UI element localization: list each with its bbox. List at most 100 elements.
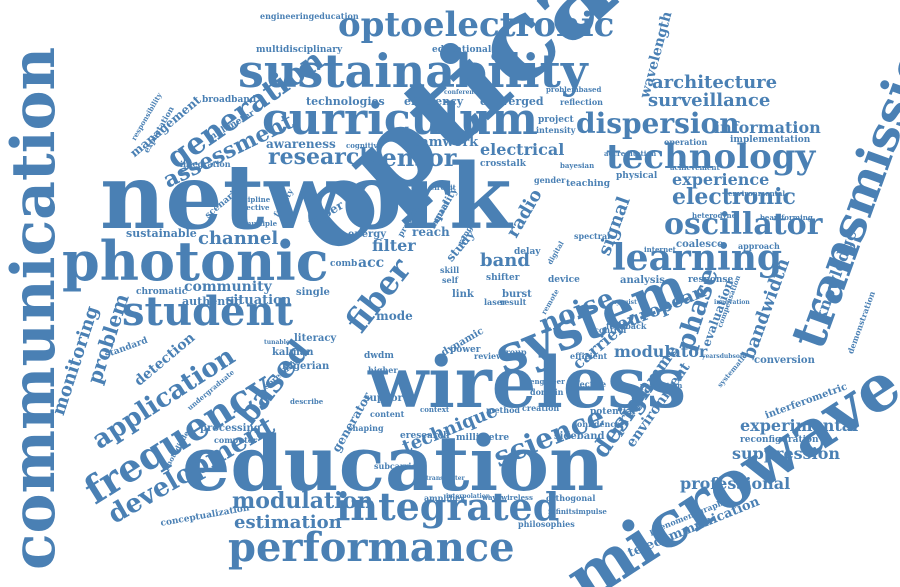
word-dwdm: dwdm xyxy=(364,352,394,361)
word-innovation: innovation xyxy=(714,300,750,306)
word-awareness: awareness xyxy=(266,138,336,150)
word-intensity: intensity xyxy=(536,126,575,134)
word-infinitsimpulse: infinitsimpulse xyxy=(548,508,607,515)
word-mode: mode xyxy=(376,310,413,322)
word-context: context xyxy=(420,406,449,413)
word-operation: operation xyxy=(664,138,707,146)
word-device: device xyxy=(548,276,580,285)
word-describe: describe xyxy=(290,398,323,405)
word-energy: energy xyxy=(348,230,386,240)
word-project: project xyxy=(538,116,574,125)
word-communication: communication xyxy=(4,47,64,570)
word-spectral: spectral xyxy=(574,232,610,240)
word-method: method xyxy=(486,406,520,414)
word-comb: comb xyxy=(330,260,357,269)
word-problembased: problembased xyxy=(546,86,601,93)
word-higher: higher xyxy=(368,366,398,374)
word-conversion: conversion xyxy=(754,356,815,366)
word-transmitter: transmitter xyxy=(426,476,465,482)
word-single: single xyxy=(296,288,330,298)
word-reflection: reflection xyxy=(560,98,603,106)
word-computer: computer xyxy=(214,436,257,444)
word-chromatic: chromatic xyxy=(136,288,187,297)
word-suppression: suppression xyxy=(732,446,840,462)
word-channel: channel xyxy=(198,230,278,248)
word-surveillance: surveillance xyxy=(648,92,770,110)
word-orthogonal: orthogonal xyxy=(546,494,595,502)
word-gender: gender xyxy=(534,176,565,184)
word-link: link xyxy=(452,290,474,300)
word-efficiency: efficiency xyxy=(404,96,463,107)
word-circuit: circuit xyxy=(430,184,456,191)
word-community: community xyxy=(184,280,272,294)
word-subcarrier: subcarrier xyxy=(374,462,421,470)
word-effective: effective xyxy=(568,380,606,388)
word-professional: professional xyxy=(680,476,790,492)
word-processing: processing xyxy=(200,424,261,434)
word-creation: creation xyxy=(522,404,559,412)
word-converged: converged xyxy=(480,96,544,107)
word-eresearch: eresearch xyxy=(400,432,450,441)
word-implementation: implementation xyxy=(730,136,810,145)
word-accreditation: accreditation xyxy=(604,150,656,157)
word-reconfiguration: reconfiguration xyxy=(740,436,819,445)
word-burst: burst xyxy=(502,290,532,300)
word-response: response xyxy=(688,276,733,285)
word-crosstalk: crosstalk xyxy=(480,160,526,169)
word-conference: conference xyxy=(444,90,481,96)
word-nyquist: nyquist xyxy=(612,300,637,306)
word-philosophies: philosophies xyxy=(518,520,575,528)
word-support: support xyxy=(364,394,407,404)
word-experience: experience xyxy=(672,172,769,188)
word-teaching: teaching xyxy=(566,180,610,189)
word-literacy: literacy xyxy=(294,334,336,344)
word-bayesian: bayesian xyxy=(560,162,594,169)
word-affective: affective xyxy=(236,204,269,211)
word-potential: potential xyxy=(590,408,636,417)
word-engineer: engineer xyxy=(530,378,565,385)
word-optoelectronic: optoelectronic xyxy=(338,8,614,42)
word-multiple: multiple xyxy=(244,220,277,227)
word-shifter: shifter xyxy=(486,274,520,283)
word-filter: filter xyxy=(372,238,416,254)
word-broadband: broadband xyxy=(202,96,256,105)
word-modulation: modulation xyxy=(232,490,373,512)
word-acc: acc xyxy=(358,256,384,270)
word-sideband: sideband xyxy=(554,432,605,442)
word-heterodyne: heterodyne xyxy=(692,212,736,219)
word-delay: delay xyxy=(514,248,541,257)
word-teamwork: teamwork xyxy=(406,136,478,149)
word-group: group xyxy=(500,348,527,356)
word-cognitive: cognitive xyxy=(346,142,382,149)
word-review: review xyxy=(474,352,503,360)
word-engineeringeducation: engineeringeducation xyxy=(260,12,359,20)
word-internet: internet xyxy=(644,246,676,253)
word-information: information xyxy=(714,120,821,136)
word-confidence: confidence xyxy=(572,420,620,428)
word-interpolation: interpolation xyxy=(446,494,490,500)
word-authentic: authentic xyxy=(182,296,241,307)
word-self: self xyxy=(442,276,458,284)
word-technologies: technologies xyxy=(306,96,385,107)
word-yearsdubsolo: yearsdubsolo xyxy=(702,354,746,360)
word-achievement: achievement xyxy=(670,164,720,171)
word-skill: skill xyxy=(440,266,459,274)
word-efficient: efficient xyxy=(570,352,607,360)
word-content: content xyxy=(370,410,404,418)
word-environmental: environmental xyxy=(728,190,785,197)
word-millimetre: millimetre xyxy=(456,434,509,443)
word-approach: approach xyxy=(738,242,780,250)
word-electrical: electrical xyxy=(480,142,564,158)
word-coalesce: coalesce xyxy=(676,240,723,250)
word-beamforming: beamforming xyxy=(760,214,813,221)
word-educational: educational xyxy=(432,46,491,55)
word-perception: perception xyxy=(640,382,682,389)
word-experimental: experimental xyxy=(740,418,858,434)
word-transmission: transmission xyxy=(784,10,900,354)
word-domain: domain xyxy=(530,388,563,396)
word-physical: physical xyxy=(616,172,657,181)
word-sustainable: sustainable xyxy=(126,228,197,239)
word-estimation: estimation xyxy=(234,514,342,532)
word-analysis: analysis xyxy=(620,276,665,286)
